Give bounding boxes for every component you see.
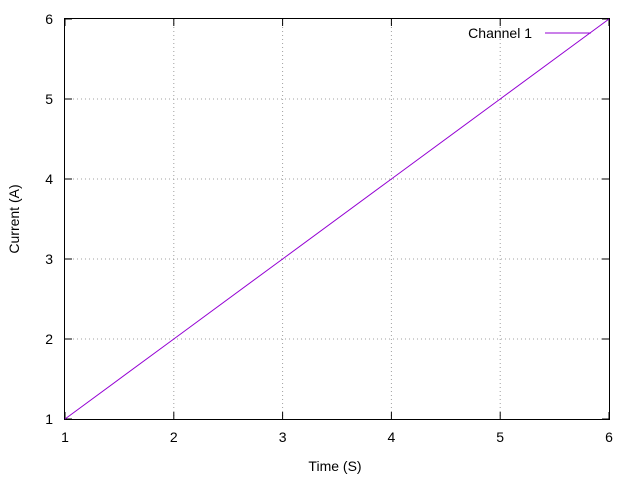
y-tick-label: 3 [45,251,53,267]
legend-label: Channel 1 [468,25,532,41]
series-line-channel-1 [64,18,610,420]
y-tick-label: 2 [45,331,53,347]
axis-ticks [64,18,610,420]
y-tick-label: 1 [45,411,53,427]
y-tick-label: 6 [45,11,53,27]
x-tick-label: 1 [61,429,69,445]
x-tick-label: 3 [279,429,287,445]
series-layer [64,18,610,420]
grid-lines [65,19,609,419]
legend: Channel 1 [468,25,591,41]
y-tick-label: 5 [45,91,53,107]
y-tick-label: 4 [45,171,53,187]
y-axis-label: Current (A) [6,184,22,253]
x-tick-label: 6 [605,429,613,445]
x-axis-label: Time (S) [308,458,361,474]
x-tick-label: 2 [170,429,178,445]
plot-frame [64,18,610,420]
x-tick-label: 4 [388,429,396,445]
x-tick-label: 5 [496,429,504,445]
